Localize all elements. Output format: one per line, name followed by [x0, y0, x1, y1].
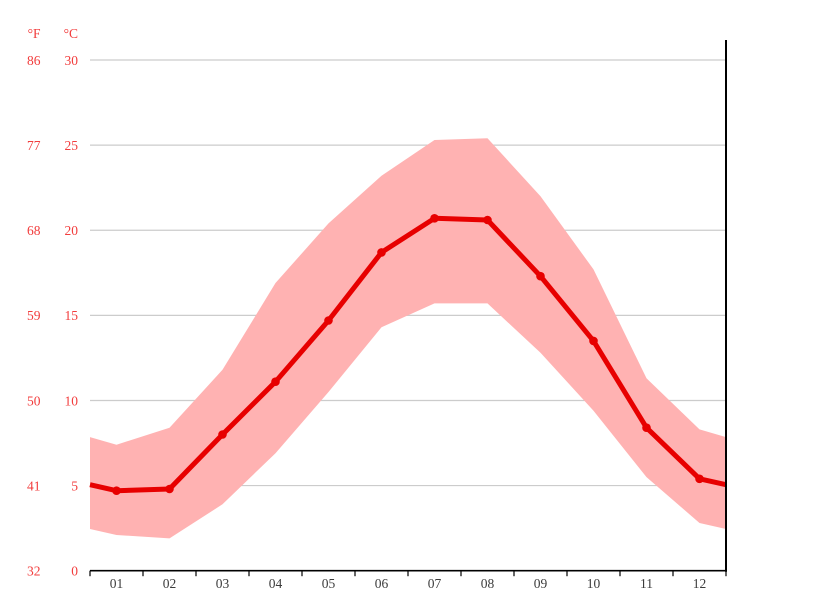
y-tick-label-c-20: 20	[65, 223, 79, 238]
average-temperature-point-11	[642, 423, 651, 433]
average-temperature-point-02	[165, 484, 174, 494]
month-label-10: 10	[587, 576, 601, 591]
y-tick-label-f-41: 41	[27, 478, 41, 493]
month-label-08: 08	[481, 576, 495, 591]
month-label-12: 12	[693, 576, 707, 591]
y-tick-label-f-86: 86	[27, 53, 41, 68]
average-temperature-point-04	[271, 377, 280, 387]
month-label-05: 05	[322, 576, 336, 591]
month-label-09: 09	[534, 576, 548, 591]
average-temperature-point-07	[430, 214, 439, 223]
month-label-04: 04	[269, 576, 283, 591]
month-label-07: 07	[428, 576, 442, 591]
temperature-range-band	[90, 138, 726, 539]
average-temperature-point-10	[589, 336, 598, 346]
unit-header-celsius: °C	[64, 26, 78, 41]
average-temperature-point-03	[218, 430, 227, 439]
y-tick-label-f-50: 50	[27, 393, 41, 408]
average-temperature-point-01	[112, 486, 121, 496]
y-tick-label-c-10: 10	[65, 393, 79, 408]
y-tick-label-c-0: 0	[71, 564, 78, 579]
y-tick-label-f-32: 32	[27, 564, 41, 579]
average-temperature-point-05	[324, 316, 333, 325]
y-tick-label-c-30: 30	[65, 53, 79, 68]
y-tick-label-c-15: 15	[65, 308, 79, 323]
month-label-11: 11	[640, 576, 653, 591]
average-temperature-point-06	[377, 248, 386, 257]
month-label-06: 06	[375, 576, 389, 591]
average-temperature-point-08	[483, 215, 492, 225]
y-tick-label-c-25: 25	[65, 138, 79, 153]
unit-header-fahrenheit: °F	[28, 26, 41, 41]
y-tick-label-f-77: 77	[27, 138, 41, 153]
average-temperature-point-12	[695, 474, 704, 484]
average-temperature-point-09	[536, 271, 545, 281]
average-temperature-line	[89, 215, 727, 494]
month-label-01: 01	[110, 576, 124, 591]
y-tick-label-c-5: 5	[71, 478, 78, 493]
y-tick-label-f-59: 59	[27, 308, 41, 323]
y-tick-label-f-68: 68	[27, 223, 41, 238]
month-label-02: 02	[163, 576, 177, 591]
month-label-03: 03	[216, 576, 230, 591]
